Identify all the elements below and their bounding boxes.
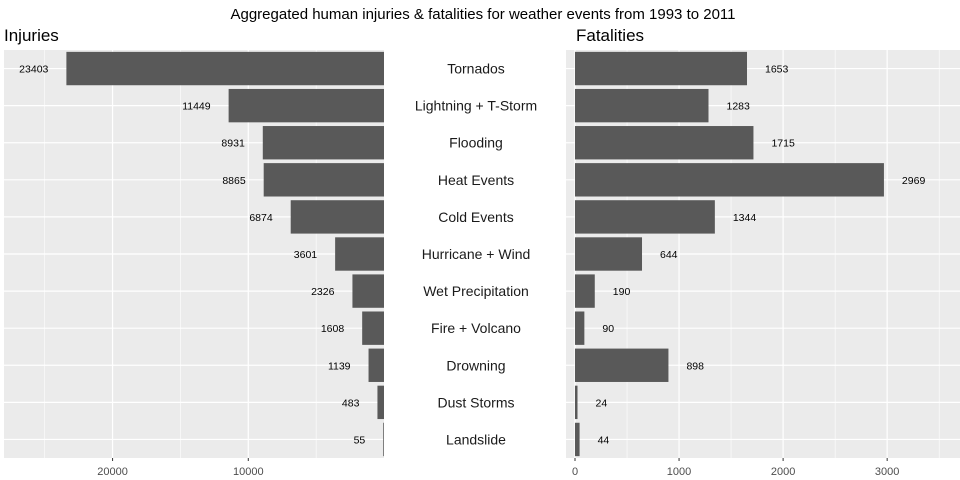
fatalities-bar-flooding [575, 126, 754, 160]
injuries-bar-cold-events [290, 200, 384, 234]
fatalities-value-label-cold-events: 1344 [733, 212, 757, 224]
category-label-drowning: Drowning [446, 357, 505, 373]
fatalities-bar-hurricane-wind [575, 237, 643, 271]
fatalities-tick-label: 3000 [875, 466, 899, 478]
category-label-landslide: Landslide [446, 431, 506, 447]
injuries-bar-hurricane-wind [335, 237, 384, 271]
fatalities-bar-wet-precipitation [575, 274, 595, 308]
fatalities-value-label-drowning: 898 [686, 360, 704, 372]
injuries-bar-drowning [368, 348, 384, 382]
injuries-bar-heat-events [263, 163, 384, 197]
category-label-fire-volcano: Fire + Volcano [431, 320, 521, 336]
injuries-bars [66, 51, 385, 457]
injuries-value-label-dust-storms: 483 [342, 397, 360, 409]
category-label-flooding: Flooding [449, 135, 503, 151]
fatalities-bars [575, 51, 884, 457]
category-label-heat-events: Heat Events [438, 172, 514, 188]
injuries-axis-ticks: 20000 10000 [97, 458, 264, 478]
category-label-tornados: Tornados [447, 61, 505, 77]
category-label-cold-events: Cold Events [438, 209, 513, 225]
fatalities-tick-label: 0 [572, 466, 578, 478]
category-label-dust-storms: Dust Storms [437, 394, 514, 410]
injuries-value-label-cold-events: 6874 [249, 212, 273, 224]
injuries-value-label-flooding: 8931 [221, 138, 245, 150]
injuries-bar-tornados [66, 51, 385, 86]
injuries-tick-label: 10000 [233, 466, 264, 478]
injuries-panel-title: Injuries [4, 26, 59, 45]
fatalities-bar-cold-events [575, 200, 715, 234]
fatalities-tick-label: 1000 [667, 466, 691, 478]
injuries-value-label-heat-events: 8865 [222, 175, 246, 187]
fatalities-value-label-flooding: 1715 [771, 138, 795, 150]
injuries-value-label-drowning: 1139 [328, 360, 351, 372]
fatalities-axis-ticks: 0 1000 2000 3000 [572, 458, 899, 478]
injuries-tick-label: 20000 [97, 466, 128, 478]
fatalities-value-label-tornados: 1653 [765, 64, 789, 76]
category-label-hurricane-wind: Hurricane + Wind [422, 246, 531, 262]
fatalities-value-label-lightning-t-storm: 1283 [727, 101, 751, 113]
injuries-bar-dust-storms [377, 385, 384, 420]
fatalities-bar-heat-events [575, 163, 884, 197]
fatalities-value-label-heat-events: 2969 [902, 175, 926, 187]
injuries-value-label-fire-volcano: 1608 [321, 323, 345, 335]
injuries-value-label-wet-precipitation: 2326 [311, 286, 335, 298]
fatalities-value-label-fire-volcano: 90 [602, 323, 614, 335]
injuries-value-label-lightning-t-storm: 11449 [182, 101, 211, 113]
chart-title: Aggregated human injuries & fatalities f… [230, 6, 735, 23]
injuries-bar-lightning-t-storm [228, 88, 384, 123]
fatalities-value-label-landslide: 44 [598, 434, 610, 446]
injuries-bar-wet-precipitation [352, 274, 384, 308]
fatalities-value-label-hurricane-wind: 644 [660, 249, 678, 261]
fatalities-bar-drowning [575, 348, 669, 382]
injuries-bar-fire-volcano [362, 311, 384, 345]
fatalities-bar-lightning-t-storm [575, 88, 709, 123]
category-labels: Tornados Lightning + T-Storm Flooding Heat … [415, 61, 537, 448]
injuries-value-label-tornados: 23403 [19, 64, 48, 76]
fatalities-bar-landslide [575, 422, 580, 457]
injuries-value-labels: 23403 11449 8931 8865 6874 3601 2326 1608 1139 48… [19, 64, 365, 447]
injuries-bar-landslide [383, 422, 384, 457]
category-label-wet-precipitation: Wet Precipitation [423, 283, 529, 299]
fatalities-tick-label: 2000 [771, 466, 795, 478]
fatalities-value-labels: 1653 1283 1715 2969 1344 644 190 90 898 24 44 [595, 64, 925, 447]
injuries-value-label-hurricane-wind: 3601 [294, 249, 318, 261]
injuries-bar-flooding [262, 126, 384, 160]
fatalities-value-label-wet-precipitation: 190 [613, 286, 631, 298]
fatalities-bar-fire-volcano [575, 311, 585, 345]
injuries-value-label-landslide: 55 [354, 434, 366, 446]
fatalities-value-label-dust-storms: 24 [595, 397, 607, 409]
fatalities-bar-tornados [575, 51, 748, 86]
category-label-lightning-t-storm: Lightning + T-Storm [415, 98, 537, 114]
fatalities-panel-title: Fatalities [576, 26, 644, 45]
fatalities-bar-dust-storms [575, 385, 578, 420]
